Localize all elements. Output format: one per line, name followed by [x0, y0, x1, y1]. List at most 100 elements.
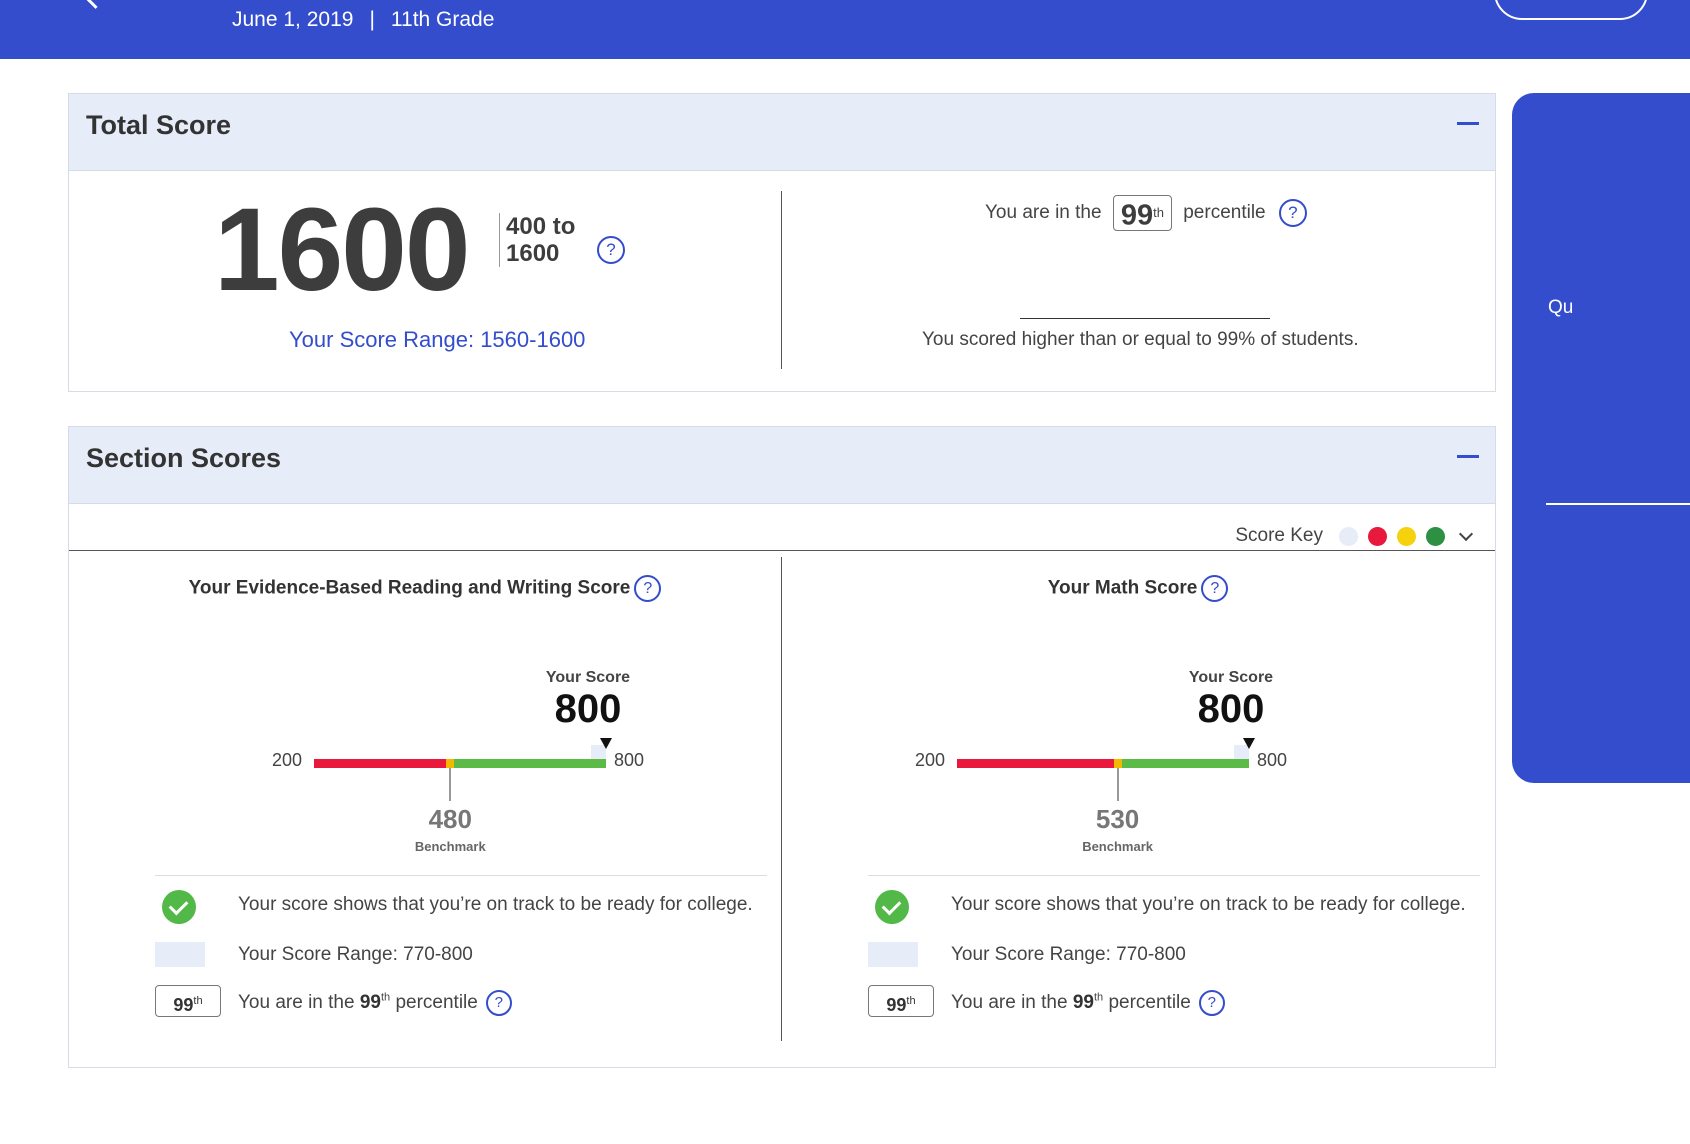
section-separator: [69, 550, 1495, 551]
on-track-text: Your score shows that you’re on track to…: [238, 894, 753, 915]
percentile-value: 99: [359, 992, 381, 1014]
benchmark-label: Benchmark: [414, 839, 486, 854]
percentile-value: 99: [1072, 992, 1094, 1014]
benchmark-label: Benchmark: [1082, 839, 1153, 854]
total-score-scale: 400 to 1600: [499, 213, 575, 267]
your-score-label: Your Score: [545, 669, 631, 686]
scale-min-label: 200: [915, 750, 946, 770]
section-percentile-text: You are in the 99th percentile?: [238, 990, 512, 1016]
scale-max-label: 800: [614, 750, 645, 770]
key-dot-range: [1339, 526, 1358, 546]
total-divider: [781, 191, 782, 369]
section-percentile-help-icon[interactable]: ?: [1198, 990, 1225, 1016]
details-rule: [868, 875, 1480, 876]
section-title-text: Your Evidence-Based Reading and Writing …: [188, 577, 631, 599]
bar-segment-approaching: [446, 759, 455, 768]
header-pill-button[interactable]: [1494, 0, 1648, 20]
section-title-text: Your Math Score: [1047, 577, 1198, 599]
total-score-title: Total Score: [86, 110, 232, 140]
key-dot-red: [1368, 526, 1387, 546]
scale-top: 400 to: [506, 213, 576, 240]
total-score-value: 1600: [214, 184, 471, 316]
collapse-section-button[interactable]: [1457, 455, 1479, 458]
meta-separator: |: [369, 8, 375, 31]
percentile-suffix: percentile: [390, 992, 478, 1014]
percentile-value: 99: [1120, 199, 1154, 232]
total-score-header: Total Score: [69, 94, 1495, 171]
scale-max-label: 800: [1257, 750, 1288, 770]
percentile-suffix: percentile: [1103, 992, 1191, 1014]
benchmark-line: [1116, 768, 1119, 801]
score-bar: 200 800 Your Score 800 530 Benchmark Your scor…: [782, 557, 1494, 1057]
percentile-badge-value: 99: [173, 995, 194, 1015]
percentile-sup: th: [1153, 205, 1164, 220]
bar-segment-below: [314, 759, 447, 768]
score-key[interactable]: Score Key: [1235, 525, 1474, 547]
section-scores-title: Section Scores: [86, 443, 282, 473]
side-panel: Qu: [1512, 93, 1690, 783]
score-key-label: Score Key: [1235, 525, 1323, 546]
section-column-math: Your Math Score? 200 800 Your Score 800 530 B…: [782, 557, 1494, 1057]
percentile-note: You scored higher than or equal to 99% o…: [922, 329, 1359, 350]
your-score-value: 800: [554, 687, 622, 731]
benchmark-value: 530: [1095, 804, 1140, 834]
section-scores-card: Section Scores Score Key Your Evidence-B…: [68, 426, 1496, 1068]
percentile-badge-sup: th: [906, 995, 916, 1007]
section-title: Your Math Score?: [782, 575, 1494, 602]
back-chevron-icon[interactable]: [82, 0, 109, 9]
percentile-suffix: percentile: [1183, 202, 1266, 224]
bar-segment-meets: [454, 759, 606, 768]
section-percentile-text: You are in the 99th percentile?: [951, 990, 1225, 1016]
section-score-range: Your Score Range: 770-800: [951, 944, 1186, 965]
on-track-text: Your score shows that you’re on track to…: [951, 894, 1466, 915]
score-range-swatch: [155, 942, 205, 967]
bar-segment-approaching: [1113, 759, 1122, 768]
check-circle-icon: [875, 890, 909, 924]
total-score-help-icon[interactable]: ?: [597, 236, 625, 264]
bar-segment-meets: [1121, 759, 1249, 768]
chevron-down-icon[interactable]: [1458, 526, 1474, 541]
percentile-badge: 99th: [1112, 195, 1172, 232]
your-score-marker-icon: [600, 738, 612, 749]
section-divider: [781, 557, 782, 1041]
percentile-help-icon[interactable]: ?: [1278, 199, 1307, 227]
section-help-icon[interactable]: ?: [634, 575, 662, 602]
side-panel-divider: [1546, 503, 1690, 505]
details-rule: [155, 875, 767, 876]
section-percentile-help-icon[interactable]: ?: [485, 990, 512, 1016]
test-meta: June 1, 2019 | 11th Grade: [232, 8, 494, 32]
section-help-icon[interactable]: ?: [1201, 575, 1229, 602]
percentile-sup: th: [380, 991, 391, 1004]
your-score-marker-icon: [1243, 738, 1255, 749]
key-dot-yellow: [1397, 526, 1416, 546]
side-panel-label[interactable]: Qu: [1548, 297, 1574, 318]
percentile-badge-value: 99: [886, 995, 907, 1015]
percentile-sup: th: [1093, 991, 1104, 1004]
grade-level: 11th Grade: [390, 8, 495, 31]
total-score-range-link[interactable]: Your Score Range: 1560-1600: [289, 327, 586, 352]
scale-bottom: 1600: [506, 240, 560, 267]
score-bar: 200 800 Your Score 800 480 Benchmark Your scor…: [69, 557, 781, 1057]
section-column-ebrw: Your Evidence-Based Reading and Writing …: [69, 557, 781, 1057]
your-score-value: 800: [1197, 687, 1265, 731]
percentile-prefix: You are in the: [985, 202, 1102, 224]
total-score-card: Total Score 1600 400 to 1600 ? Your Scor…: [68, 93, 1496, 392]
collapse-total-button[interactable]: [1457, 122, 1479, 125]
total-percentile-line: You are in the 99th percentile ?: [985, 195, 1307, 231]
section-score-range: Your Score Range: 770-800: [238, 944, 473, 965]
benchmark-line: [449, 768, 452, 801]
scale-min-label: 200: [272, 750, 303, 770]
your-score-label: Your Score: [1188, 669, 1274, 686]
percentile-badge-sup: th: [193, 995, 203, 1007]
check-circle-icon: [162, 890, 196, 924]
key-dot-green: [1426, 526, 1445, 546]
percentile-prefix: You are in the: [238, 992, 360, 1014]
top-banner: June 1, 2019 | 11th Grade: [0, 0, 1690, 59]
total-score-body: 1600 400 to 1600 ? Your Score Range: 156…: [69, 171, 1495, 391]
percentile-rule: [1020, 318, 1270, 319]
test-date: June 1, 2019: [232, 8, 354, 31]
bar-segment-below: [957, 759, 1114, 768]
percentile-prefix: You are in the: [951, 992, 1073, 1014]
percentile-badge: 99th: [155, 985, 221, 1017]
section-scores-header: Section Scores: [69, 427, 1495, 504]
